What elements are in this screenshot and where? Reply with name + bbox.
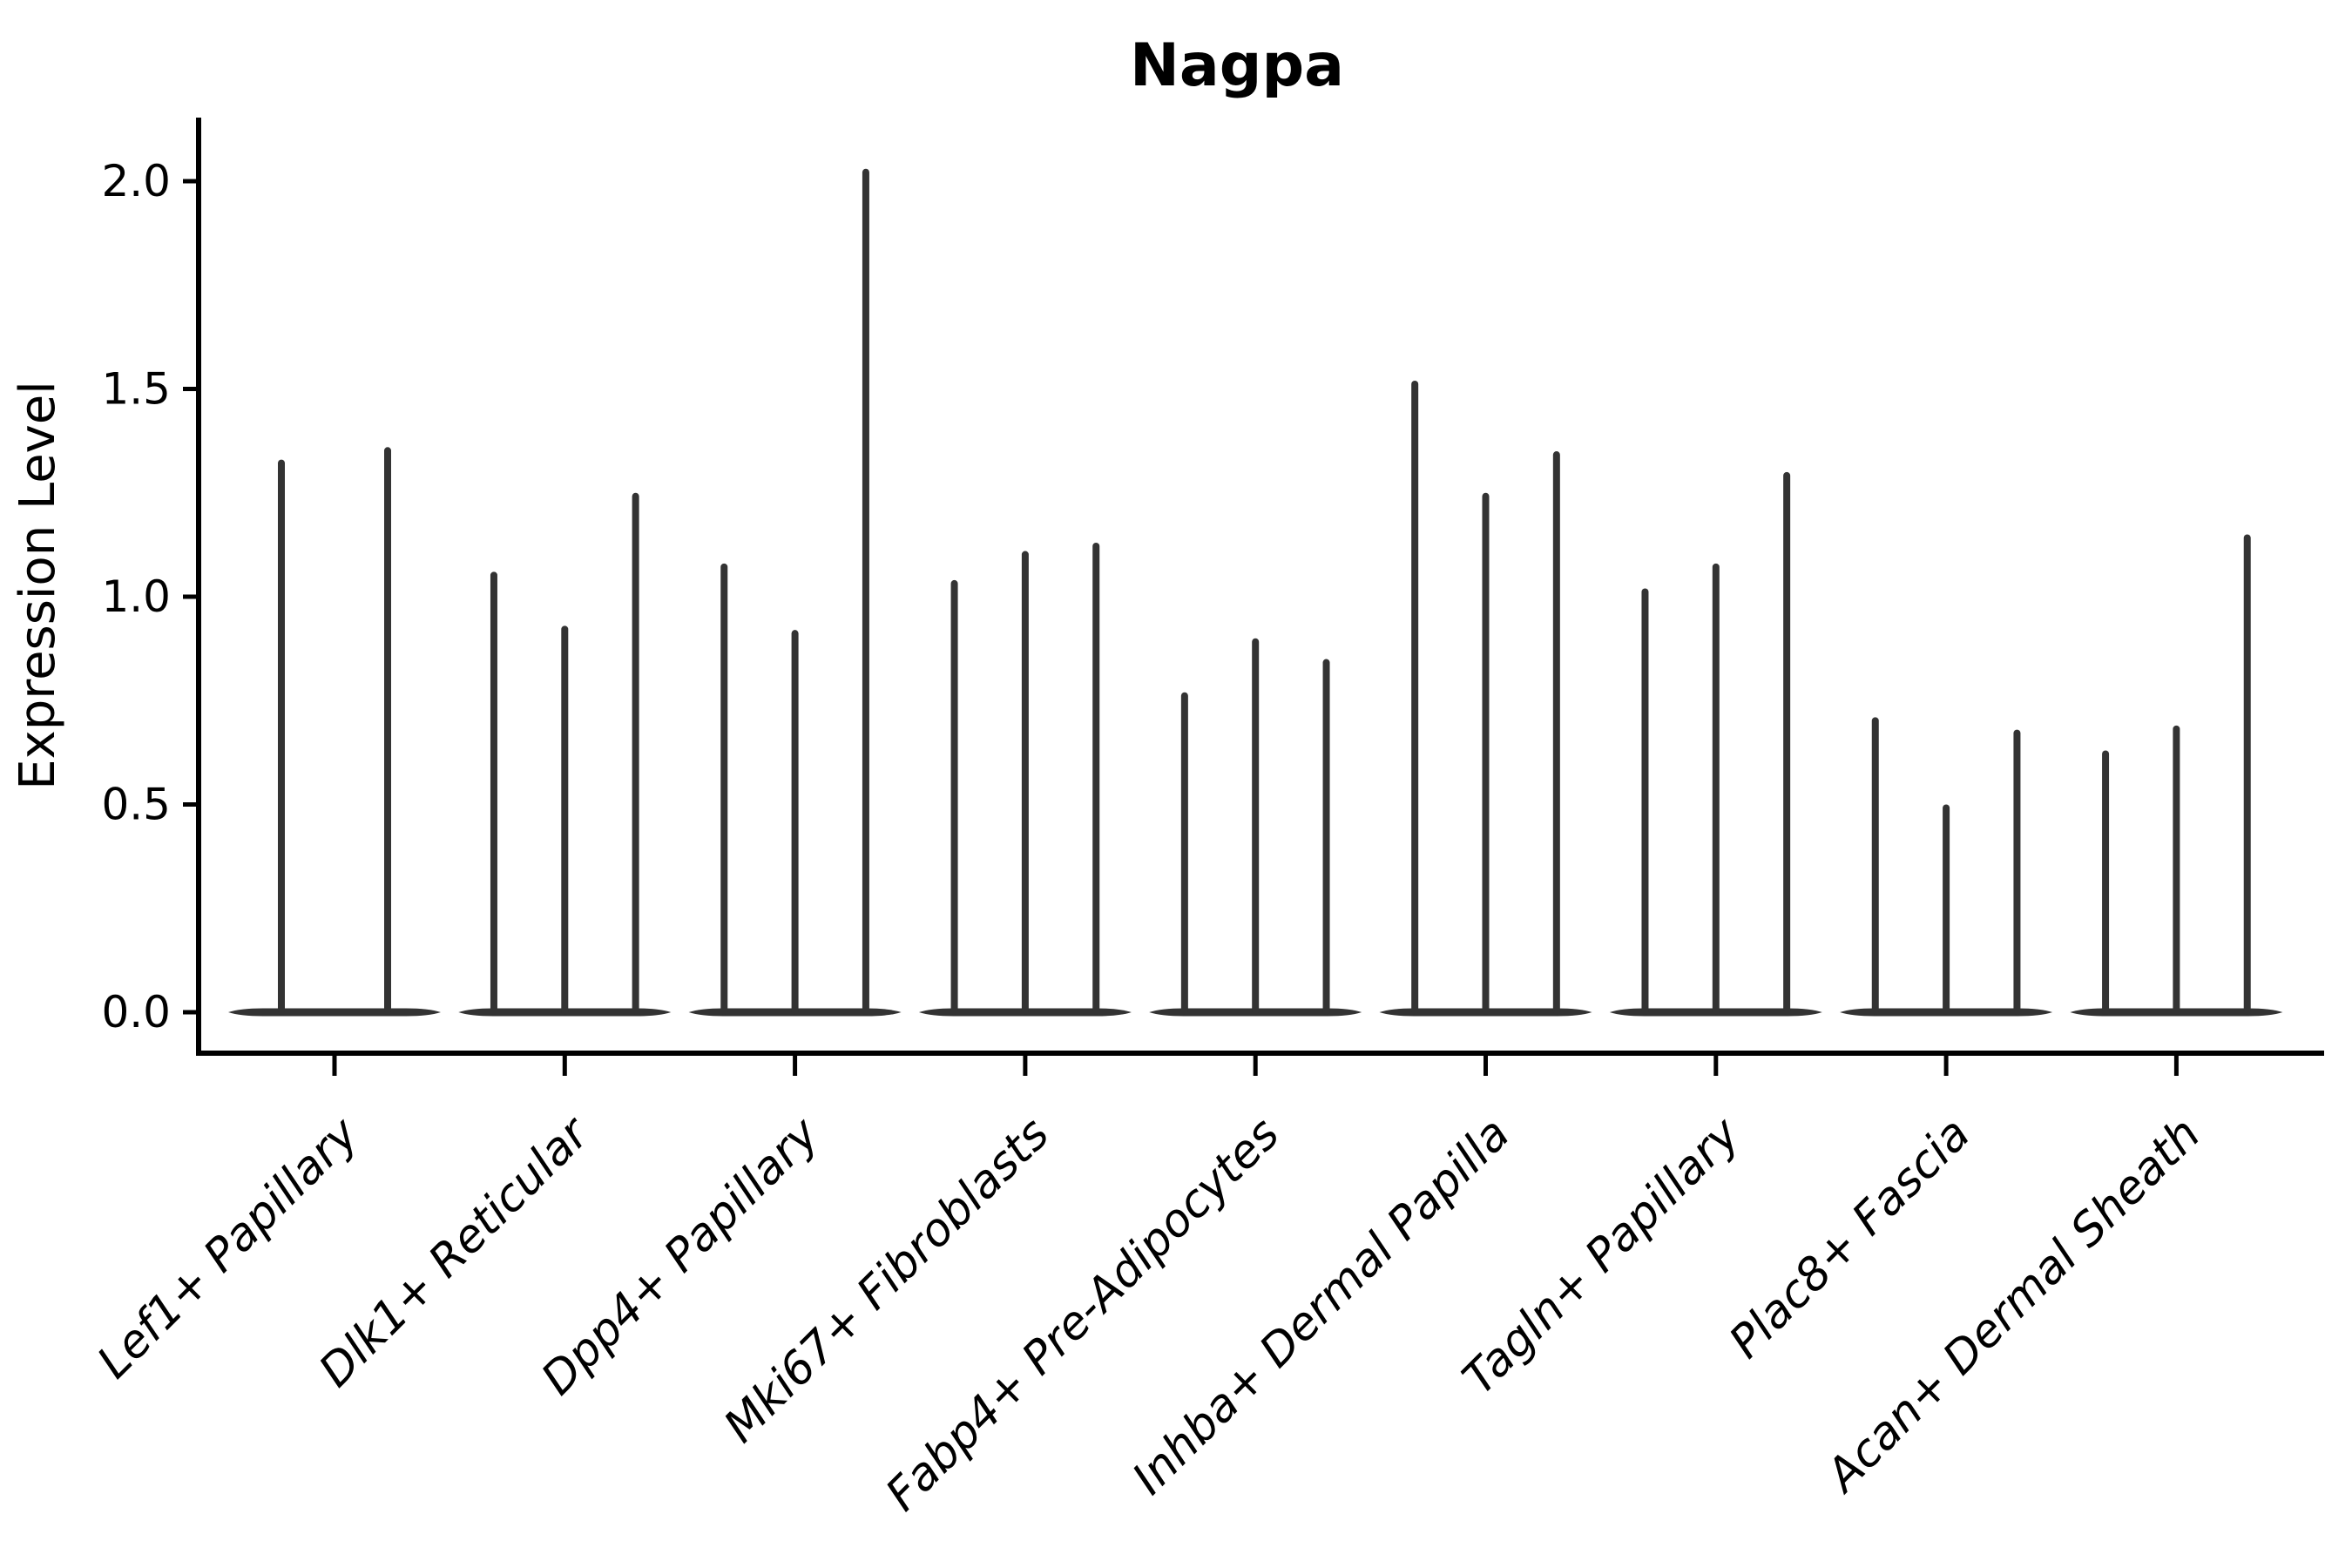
violin-spike (1641, 588, 1649, 1015)
violin-spike (632, 492, 639, 1015)
y-tick-label: 0.0 (101, 987, 171, 1037)
violin-spike (1092, 542, 1100, 1015)
y-tick-label: 0.5 (101, 780, 171, 830)
y-axis-label: Expression Level (10, 381, 66, 790)
chart-title: Nagpa (1130, 31, 1344, 100)
violin-base (228, 1008, 441, 1017)
violin-spike (791, 630, 799, 1015)
violin-spike (490, 571, 497, 1015)
violin-spike (1411, 380, 1419, 1016)
violin-spike (1252, 638, 1260, 1015)
violin-spike (2243, 534, 2251, 1015)
y-tick-label: 1.5 (101, 364, 171, 415)
violin-spike (1322, 659, 1330, 1015)
y-tick-label: 2.0 (101, 156, 171, 206)
violin-spike (1783, 471, 1791, 1015)
violin-spike (950, 579, 958, 1015)
axes-layer (183, 118, 2324, 1076)
x-tick-label: Plac8+ Fascia (1720, 1108, 1980, 1369)
violin-spike (384, 447, 391, 1015)
violin-spike (2102, 750, 2110, 1015)
y-tick-labels: 0.0 0.5 1.0 1.5 2.0 (101, 156, 171, 1037)
violin-spike (1552, 451, 1560, 1015)
violin-spike (1943, 804, 1950, 1015)
violin-spike (2173, 725, 2180, 1015)
violin-spike (720, 563, 728, 1015)
violin-spike (2013, 729, 2021, 1015)
violin-spike (1712, 563, 1720, 1015)
x-tick-label: Acan+ Dermal Sheath (1815, 1108, 2211, 1504)
y-tick-label: 1.0 (101, 571, 171, 622)
x-tick-label: Inhba+ Dermal Papilla (1123, 1108, 1520, 1505)
violin-spike (1482, 492, 1490, 1015)
violin-spike (862, 168, 869, 1015)
violin-spike (1021, 551, 1029, 1015)
x-tick-label: Fabp4+ Pre-Adipocytes (876, 1108, 1290, 1522)
violin-spike (278, 459, 285, 1015)
violin-spike (1180, 692, 1188, 1015)
violin-spike (1871, 717, 1879, 1015)
violins-layer (228, 168, 2283, 1017)
violin-spike (561, 625, 569, 1015)
